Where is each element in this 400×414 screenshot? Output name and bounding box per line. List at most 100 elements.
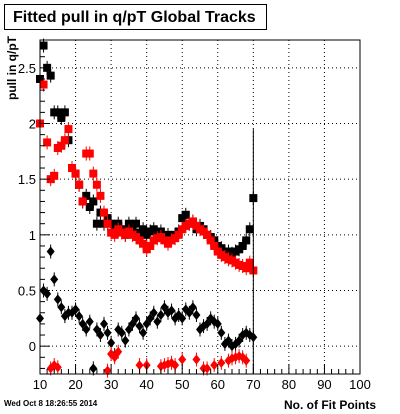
data-point-diamond: [114, 346, 123, 357]
data-point-square: [110, 230, 119, 239]
data-point-square: [245, 225, 254, 234]
x-tick-label: 30: [104, 377, 118, 392]
data-point-diamond: [217, 357, 226, 368]
data-point-square: [71, 169, 80, 178]
data-point-diamond: [171, 360, 180, 371]
data-point-diamond: [92, 324, 101, 335]
series-1: [36, 77, 258, 278]
data-point-square: [75, 180, 84, 189]
data-point-diamond: [185, 307, 194, 318]
data-point-diamond: [103, 327, 112, 338]
data-point-diamond: [124, 324, 133, 335]
data-point-square: [64, 125, 73, 134]
data-point-diamond: [85, 316, 94, 327]
data-point-square: [46, 71, 55, 80]
data-point-diamond: [89, 363, 98, 374]
data-point-diamond: [142, 318, 151, 329]
data-point-square: [174, 230, 183, 239]
data-point-diamond: [160, 302, 169, 313]
data-point-diamond: [203, 318, 212, 329]
x-tick-label: 50: [175, 377, 189, 392]
data-point-square: [242, 236, 251, 245]
y-tick-label: 1.5: [18, 172, 36, 187]
data-point-diamond: [96, 330, 105, 341]
data-point-square: [181, 210, 190, 219]
plot-frame: [39, 39, 361, 375]
data-point-diamond: [167, 305, 176, 316]
data-point-diamond: [107, 337, 116, 348]
series-2: [36, 244, 258, 376]
data-point-square: [103, 219, 112, 228]
y-tick-label: 2: [29, 117, 36, 132]
data-point-square: [43, 138, 52, 147]
data-point-diamond: [242, 355, 251, 366]
data-point-diamond: [110, 352, 119, 363]
data-point-square: [124, 219, 133, 228]
data-point-diamond: [203, 363, 212, 374]
data-point-diamond: [135, 360, 144, 371]
data-point-square: [57, 113, 66, 122]
data-point-square: [238, 241, 247, 250]
data-point-square: [92, 219, 101, 228]
data-point-diamond: [53, 294, 62, 305]
data-point-diamond: [71, 304, 80, 315]
data-point-square: [92, 180, 101, 189]
chart-title-box: Fitted pull in q/pT Global Tracks: [4, 4, 267, 30]
data-point-diamond: [57, 302, 66, 313]
data-point-diamond: [192, 309, 201, 320]
data-point-square: [146, 241, 155, 250]
data-point-diamond: [213, 318, 222, 329]
data-point-square: [203, 230, 212, 239]
data-point-diamond: [217, 327, 226, 338]
data-point-diamond: [224, 335, 233, 346]
series-0: [36, 38, 258, 261]
data-point-square: [245, 258, 254, 267]
y-tick-label: 1: [29, 228, 36, 243]
data-point-diamond: [188, 302, 197, 313]
data-point-diamond: [156, 309, 165, 320]
data-point-square: [85, 149, 94, 158]
y-tick-label: 0.5: [18, 284, 36, 299]
data-point-square: [68, 164, 76, 173]
data-point-square: [242, 264, 251, 273]
data-point-diamond: [235, 335, 244, 346]
data-point-diamond: [210, 360, 219, 371]
data-point-diamond: [43, 288, 52, 299]
data-point-diamond: [139, 327, 148, 338]
x-tick-label: 90: [317, 377, 331, 392]
y-axis-label-box: pull in q/pT: [5, 36, 19, 140]
data-point-diamond: [132, 313, 140, 324]
data-point-square: [53, 108, 62, 117]
data-point-diamond: [135, 321, 144, 332]
x-tick-label: 80: [282, 377, 296, 392]
chart-title: Fitted pull in q/pT Global Tracks: [13, 9, 256, 26]
data-point-diamond: [146, 313, 155, 324]
data-point-square: [210, 241, 219, 250]
data-point-diamond: [82, 324, 91, 335]
data-point-diamond: [100, 318, 108, 329]
data-point-diamond: [121, 335, 130, 346]
x-tick-label: 40: [139, 377, 153, 392]
data-point-square: [188, 217, 197, 226]
x-axis-label: No. of Fit Points: [284, 398, 376, 412]
axis-layer: 10 20 30 40 50 60 70 80 90 100 0 0.5 1 1.5 2 2.5: [18, 39, 371, 392]
x-tick-label: 70: [246, 377, 260, 392]
x-tick-label: 10: [33, 377, 47, 392]
data-point-diamond: [46, 246, 55, 257]
data-point-square: [100, 208, 108, 217]
y-axis-label: pull in q/pT: [5, 36, 19, 100]
data-point-square: [60, 136, 69, 145]
x-tick-label: 100: [349, 377, 371, 392]
data-point-diamond: [75, 311, 84, 322]
data-point-diamond: [192, 354, 201, 365]
data-layer: [36, 38, 258, 378]
data-point-square: [206, 236, 215, 245]
data-point-square: [82, 191, 91, 200]
y-tick-label: 2.5: [18, 61, 36, 76]
data-point-square: [132, 219, 140, 228]
data-point-square: [85, 203, 94, 211]
data-point-diamond: [53, 362, 62, 373]
data-point-square: [39, 80, 48, 89]
data-point-square: [149, 225, 158, 234]
